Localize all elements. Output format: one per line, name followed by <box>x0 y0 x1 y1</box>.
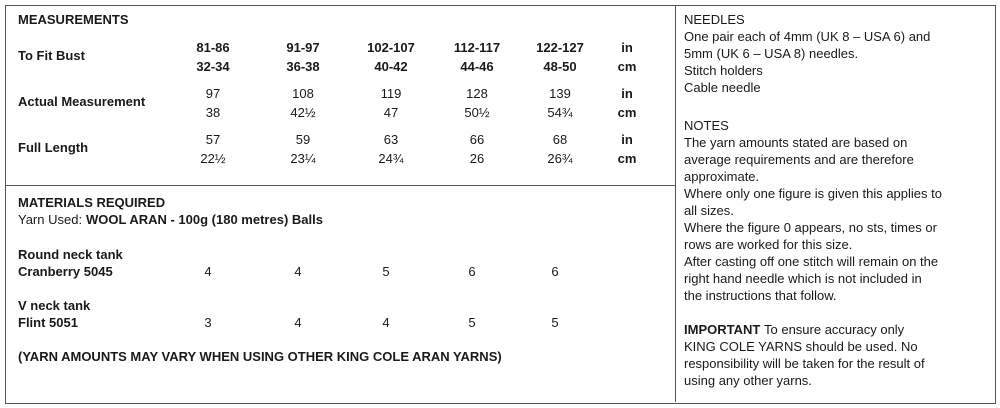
size-in: 57 <box>205 132 221 147</box>
section-title: NOTES <box>684 118 729 133</box>
size-cm: 36-38 <box>286 59 320 74</box>
yarn-amount: 4 <box>294 315 302 330</box>
text-line: Where only one figure is given this appl… <box>684 186 942 201</box>
yarn-amount: 4 <box>294 264 302 279</box>
section-title: NEEDLES <box>684 12 745 27</box>
unit: cm <box>617 105 637 120</box>
size-cm: 40-42 <box>374 59 408 74</box>
outer-border <box>5 5 996 404</box>
size-in: 91-97 <box>286 40 320 55</box>
text-line: the instructions that follow. <box>684 288 837 303</box>
size-cm: 42½ <box>290 105 316 120</box>
size-in: 122-127 <box>536 40 584 55</box>
size-cm: 50½ <box>464 105 490 120</box>
section-divider <box>5 185 675 186</box>
section-title: IMPORTANT <box>684 322 761 337</box>
item-name: Round neck tank <box>18 247 123 262</box>
size-cm: 26 <box>469 151 485 166</box>
yarn-amount: 6 <box>468 264 476 279</box>
text-line: After casting off one stitch will remain… <box>684 254 939 269</box>
yarn-amount: 4 <box>204 264 212 279</box>
size-cm: 38 <box>205 105 221 120</box>
size-in: 102-107 <box>367 40 415 55</box>
text-line: right hand needle which is not included … <box>684 271 922 286</box>
text-line: average requirements and are therefore <box>684 152 914 167</box>
column-divider <box>675 5 676 402</box>
section-title: MEASUREMENTS <box>18 12 129 27</box>
row-label: To Fit Bust <box>18 48 85 63</box>
yarn-amount: 6 <box>551 264 559 279</box>
yarn-amount: 4 <box>382 315 390 330</box>
size-in: 68 <box>552 132 568 147</box>
yarn-amount: 5 <box>551 315 559 330</box>
row-label: Full Length <box>18 140 89 155</box>
size-in: 97 <box>205 86 221 101</box>
text-line: To ensure accuracy only <box>764 322 905 337</box>
size-cm: 48-50 <box>543 59 577 74</box>
text-line: Where the figure 0 appears, no sts, time… <box>684 220 937 235</box>
text-line: KING COLE YARNS should be used. No <box>684 339 918 354</box>
text-line: responsibility will be taken for the res… <box>684 356 925 371</box>
size-cm: 24¾ <box>378 151 404 166</box>
yarn-amount: 5 <box>468 315 476 330</box>
text-line: The yarn amounts stated are based on <box>684 135 908 150</box>
row-label: Actual Measurement <box>18 94 146 109</box>
size-in: 59 <box>295 132 311 147</box>
unit: in <box>621 86 633 101</box>
size-cm: 23¼ <box>290 151 316 166</box>
size-cm: 44-46 <box>460 59 494 74</box>
item-shade: Flint 5051 <box>18 315 78 330</box>
yarn-amount: 3 <box>204 315 212 330</box>
item-shade: Cranberry 5045 <box>18 264 113 279</box>
size-in: 119 <box>380 86 402 101</box>
size-cm: 54¾ <box>547 105 573 120</box>
yarn-amount: 5 <box>382 264 390 279</box>
text-line: 5mm (UK 6 – USA 8) needles. <box>684 46 859 61</box>
size-in: 66 <box>469 132 485 147</box>
size-cm: 22½ <box>200 151 226 166</box>
text-line: using any other yarns. <box>684 373 812 388</box>
size-in: 112-117 <box>453 40 501 55</box>
section-title: MATERIALS REQUIRED <box>18 195 166 210</box>
size-in: 81-86 <box>196 40 230 55</box>
text-line: all sizes. <box>684 203 734 218</box>
unit: cm <box>617 59 637 74</box>
size-in: 128 <box>466 86 488 101</box>
text-line: approximate. <box>684 169 760 184</box>
yarn-name: WOOL ARAN - 100g (180 metres) Balls <box>86 212 323 227</box>
unit: in <box>621 132 633 147</box>
note: (YARN AMOUNTS MAY VARY WHEN USING OTHER … <box>18 349 502 364</box>
text-line: rows are worked for this size. <box>684 237 853 252</box>
size-cm: 26¾ <box>547 151 573 166</box>
size-cm: 32-34 <box>196 59 230 74</box>
size-cm: 47 <box>383 105 399 120</box>
unit: in <box>621 40 633 55</box>
size-in: 139 <box>549 86 571 101</box>
text-line: One pair each of 4mm (UK 8 – USA 6) and <box>684 29 931 44</box>
size-in: 63 <box>383 132 399 147</box>
yarn-label: Yarn Used: <box>18 212 83 227</box>
text-line: Stitch holders <box>684 63 763 78</box>
text-line: Cable needle <box>684 80 761 95</box>
item-name: V neck tank <box>18 298 91 313</box>
unit: cm <box>617 151 637 166</box>
size-in: 108 <box>292 86 314 101</box>
